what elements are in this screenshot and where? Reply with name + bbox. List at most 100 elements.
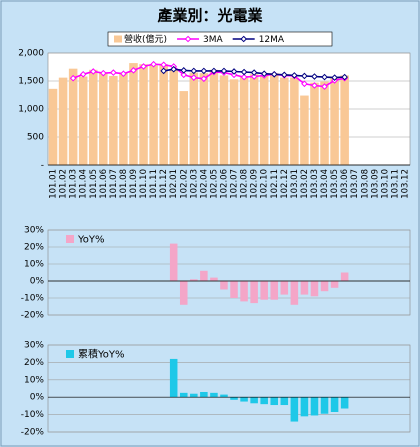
- line-marker: [301, 80, 308, 88]
- x-tick-label: 101.10: [139, 169, 149, 199]
- bar: [88, 69, 98, 165]
- legend-label: YoY%: [77, 235, 105, 246]
- bar: [300, 397, 309, 417]
- bar: [330, 397, 339, 412]
- y-tick-label: -10%: [21, 410, 45, 420]
- bar: [58, 77, 68, 165]
- line-marker: [331, 74, 338, 81]
- bar: [149, 65, 158, 165]
- x-tick-label: 103.09: [370, 169, 380, 199]
- bar: [129, 63, 138, 165]
- bar: [99, 72, 108, 165]
- bar: [340, 272, 349, 281]
- bar: [250, 397, 258, 404]
- legend-marker: [184, 35, 192, 43]
- bar: [270, 397, 279, 406]
- line-marker: [160, 61, 167, 69]
- bar: [270, 281, 279, 300]
- bar: [190, 279, 198, 281]
- legend-label: 累積YoY%: [78, 348, 125, 361]
- bar: [230, 281, 238, 298]
- x-tick-label: 101.02: [59, 169, 69, 199]
- x-tick-label: 101.07: [109, 169, 119, 199]
- x-tick-label: 103.10: [380, 169, 390, 199]
- line-marker: [321, 83, 328, 90]
- bar: [310, 397, 319, 416]
- bar: [240, 281, 248, 302]
- line-marker: [140, 63, 147, 70]
- line-marker: [311, 82, 318, 89]
- bar: [159, 64, 168, 165]
- line-marker: [321, 73, 328, 81]
- bar: [330, 77, 339, 165]
- legend-box: [107, 31, 333, 47]
- bar: [290, 397, 299, 422]
- bar: [280, 397, 289, 406]
- y-tick-label: 20%: [24, 243, 44, 253]
- y-tick-label: 0%: [30, 393, 45, 403]
- line-marker: [200, 67, 208, 75]
- line-marker: [99, 69, 107, 77]
- x-tick-label: 101.11: [149, 169, 159, 199]
- x-tick-label: 102.06: [219, 169, 229, 199]
- y-tick-label: 500: [27, 133, 44, 143]
- legend-swatch: [66, 350, 74, 358]
- plot-area: [47, 344, 411, 433]
- y-tick-label: -20%: [21, 428, 45, 438]
- bar: [169, 243, 178, 281]
- line-marker: [170, 65, 178, 73]
- bar: [68, 68, 78, 165]
- x-tick-label: 103.03: [310, 169, 320, 199]
- line-marker: [180, 67, 188, 74]
- bar: [179, 91, 189, 165]
- chart-title: 產業別：光電業: [156, 7, 263, 25]
- line-marker: [120, 70, 127, 78]
- bar: [190, 393, 198, 398]
- x-tick-label: 102.08: [240, 169, 250, 199]
- bar: [300, 95, 309, 165]
- bar: [210, 392, 218, 398]
- bar: [48, 88, 58, 165]
- bar: [250, 281, 258, 304]
- line-marker: [180, 71, 188, 79]
- x-tick-label: 101.03: [69, 169, 79, 199]
- x-tick-label: 101.09: [129, 169, 139, 199]
- bar: [179, 281, 188, 305]
- y-tick-label: -10%: [21, 294, 45, 304]
- bar: [239, 76, 249, 165]
- x-tick-label: 102.04: [199, 169, 209, 199]
- x-tick-label: 101.04: [79, 169, 89, 199]
- x-tick-label: 101.12: [159, 169, 169, 199]
- legend-swatch: [114, 35, 122, 43]
- bar: [199, 73, 209, 165]
- line-marker: [240, 73, 248, 81]
- bar: [260, 397, 268, 405]
- line-marker: [341, 73, 348, 81]
- x-tick-label: 101.06: [99, 169, 109, 199]
- line-marker: [301, 72, 308, 80]
- bar: [249, 74, 259, 165]
- legend-label: 3MA: [203, 35, 223, 45]
- line-marker: [220, 67, 228, 75]
- bar: [210, 277, 218, 281]
- x-tick-label: 102.05: [209, 169, 219, 199]
- y-tick-label: 10%: [24, 260, 44, 270]
- bar: [260, 281, 268, 300]
- bar: [220, 394, 228, 398]
- line-marker: [69, 74, 77, 82]
- line-marker: [79, 70, 87, 78]
- bar: [310, 281, 319, 297]
- x-tick-label: 101.08: [119, 169, 129, 199]
- x-tick-label: 101.05: [89, 169, 99, 199]
- y-tick-label: 20%: [24, 358, 44, 368]
- line-marker: [270, 70, 278, 78]
- x-tick-label: 102.10: [260, 169, 270, 199]
- bar: [209, 69, 219, 165]
- x-tick-label: 102.11: [270, 169, 280, 199]
- line-marker: [150, 60, 157, 68]
- bar: [179, 392, 188, 398]
- bar: [78, 76, 88, 165]
- line: [72, 63, 345, 88]
